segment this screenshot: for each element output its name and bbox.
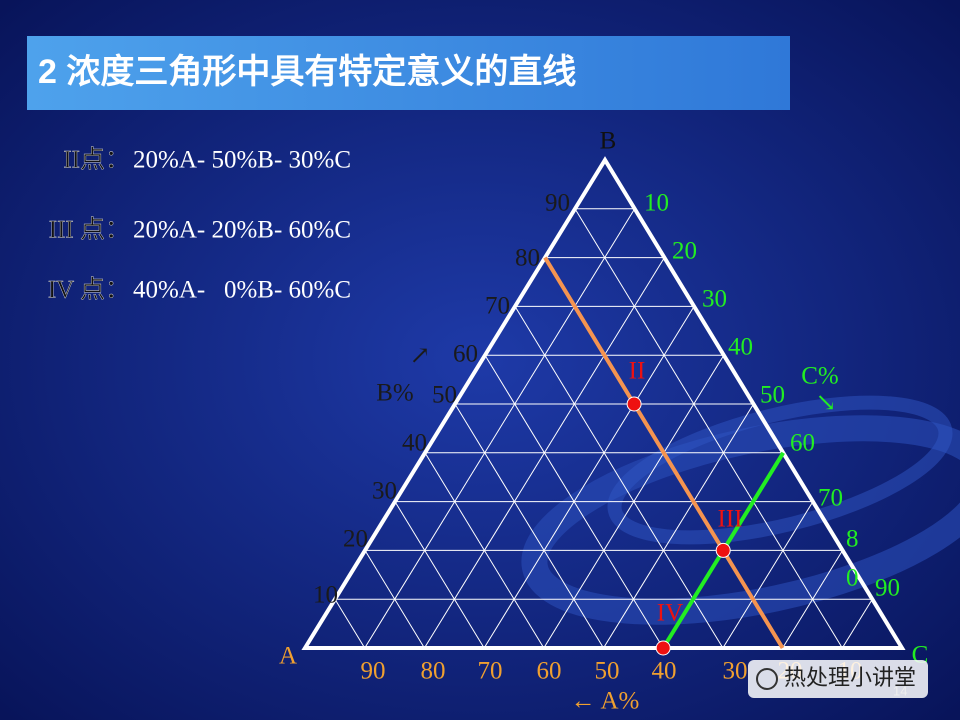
vertex-label: B — [600, 128, 617, 155]
c-axis-label: 90 — [875, 575, 900, 602]
title-bar — [27, 36, 790, 110]
composition-point — [655, 640, 671, 656]
b-axis-label: 50 — [432, 382, 457, 409]
title: 2 浓度三角形中具有特定意义的直线 — [38, 53, 576, 91]
grid-line — [424, 452, 545, 649]
b-axis-label: 20 — [343, 526, 368, 553]
c-axis-label: 0 — [846, 565, 859, 592]
b-axis-label: 10 — [313, 582, 338, 609]
c-axis-label: 40 — [728, 334, 753, 361]
c-axis-label: 50 — [760, 382, 785, 409]
grid-line — [514, 306, 724, 649]
b-axis-label: 90 — [545, 190, 570, 217]
a-axis-label: 30 — [723, 658, 748, 685]
point-name: IV — [657, 600, 683, 627]
ternary-grid — [301, 156, 906, 656]
wechat-icon — [756, 668, 778, 690]
a-axis-label: 50 — [595, 658, 620, 685]
b-axis-label: 80 — [515, 245, 540, 272]
c-axis-label: 8 — [846, 526, 859, 553]
b-axis-label: 60 — [453, 341, 478, 368]
watermark-box — [748, 660, 928, 698]
composition-point — [715, 542, 731, 558]
c-axis-label: 30 — [702, 286, 727, 313]
vertex-label: A — [279, 643, 297, 670]
grid-line — [722, 501, 814, 649]
a-axis-label: 40 — [652, 658, 677, 685]
grid-line — [364, 550, 425, 649]
c-axis-label: 60 — [790, 430, 815, 457]
point-label: II点： — [63, 146, 130, 174]
grid-line — [782, 550, 844, 649]
grid-line — [454, 403, 604, 649]
grid-line — [364, 208, 636, 649]
axis-title: C% — [801, 363, 839, 390]
grid-line — [574, 208, 843, 649]
orange-line — [543, 256, 785, 650]
b-axis-label: 30 — [372, 478, 397, 505]
grid-line — [483, 306, 695, 649]
grid-line — [841, 598, 873, 649]
point-composition: 20%A- 50%B- 30%C — [133, 147, 351, 174]
b-axis-label: 40 — [402, 430, 427, 457]
composition-point — [626, 396, 642, 412]
axis-arrow: ↗ — [410, 343, 431, 370]
point-label: III 点： — [49, 216, 130, 244]
decor-swoosh — [521, 415, 960, 625]
decor-swoosh — [607, 395, 953, 545]
a-axis-label: 60 — [537, 658, 562, 685]
point-composition: 40%A- 0%B- 60%C — [133, 277, 351, 304]
a-axis-label: 90 — [361, 658, 386, 685]
page-number: 14 — [893, 683, 907, 698]
b-axis-label: 70 — [485, 293, 510, 320]
grid-line — [603, 403, 754, 649]
axis-arrow: ↘ — [816, 390, 837, 417]
point-name: II — [629, 358, 646, 385]
point-list: II点： 20%A- 50%B- 30%C III 点： 20%A- 20%B- 60… — [48, 146, 351, 304]
watermark: 热处理小讲堂 — [784, 665, 916, 690]
a-axis-label: 80 — [421, 658, 446, 685]
grid-line — [394, 501, 485, 649]
axis-title: B% — [376, 380, 414, 407]
axis-title: ← A% — [571, 688, 640, 715]
point-composition: 20%A- 20%B- 60%C — [133, 217, 351, 244]
grid-line — [334, 598, 366, 649]
triangle — [301, 156, 906, 650]
c-axis-label: 70 — [818, 485, 843, 512]
a-axis-label: 70 — [478, 658, 503, 685]
point-label: IV 点： — [48, 276, 130, 304]
point-name: III — [718, 506, 743, 533]
c-axis-label: 20 — [672, 238, 697, 265]
c-axis-label: 10 — [644, 190, 669, 217]
